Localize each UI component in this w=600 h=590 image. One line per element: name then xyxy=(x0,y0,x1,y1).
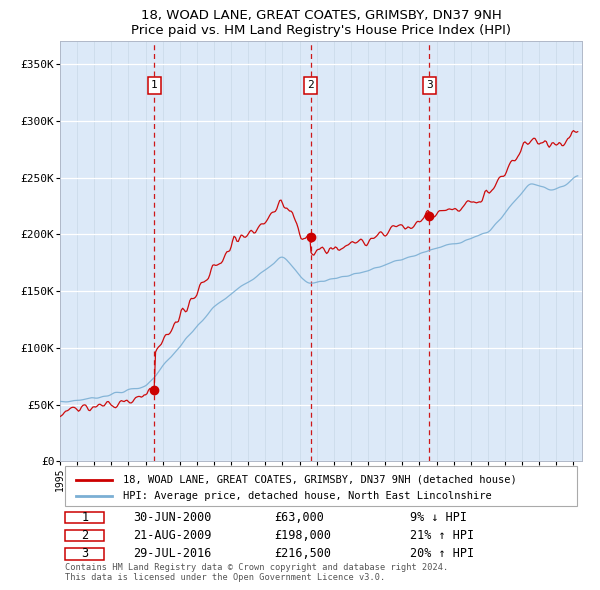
FancyBboxPatch shape xyxy=(65,512,104,523)
Text: 20% ↑ HPI: 20% ↑ HPI xyxy=(410,547,474,560)
Text: 3: 3 xyxy=(81,547,88,560)
FancyBboxPatch shape xyxy=(65,530,104,542)
Text: HPI: Average price, detached house, North East Lincolnshire: HPI: Average price, detached house, Nort… xyxy=(122,491,491,501)
Text: This data is licensed under the Open Government Licence v3.0.: This data is licensed under the Open Gov… xyxy=(65,572,385,582)
Text: 30-JUN-2000: 30-JUN-2000 xyxy=(133,511,211,524)
Text: 2: 2 xyxy=(307,80,314,90)
Text: 18, WOAD LANE, GREAT COATES, GRIMSBY, DN37 9NH (detached house): 18, WOAD LANE, GREAT COATES, GRIMSBY, DN… xyxy=(122,474,517,484)
Text: 9% ↓ HPI: 9% ↓ HPI xyxy=(410,511,467,524)
Text: £63,000: £63,000 xyxy=(274,511,324,524)
FancyBboxPatch shape xyxy=(65,548,104,559)
FancyBboxPatch shape xyxy=(65,466,577,506)
Text: Contains HM Land Registry data © Crown copyright and database right 2024.: Contains HM Land Registry data © Crown c… xyxy=(65,563,448,572)
Text: £198,000: £198,000 xyxy=(274,529,331,542)
Text: £216,500: £216,500 xyxy=(274,547,331,560)
Text: 1: 1 xyxy=(151,80,158,90)
Text: 21% ↑ HPI: 21% ↑ HPI xyxy=(410,529,474,542)
Text: 3: 3 xyxy=(426,80,433,90)
Text: 1: 1 xyxy=(81,511,88,524)
Title: 18, WOAD LANE, GREAT COATES, GRIMSBY, DN37 9NH
Price paid vs. HM Land Registry's: 18, WOAD LANE, GREAT COATES, GRIMSBY, DN… xyxy=(131,9,511,37)
Text: 21-AUG-2009: 21-AUG-2009 xyxy=(133,529,211,542)
Text: 2: 2 xyxy=(81,529,88,542)
Text: 29-JUL-2016: 29-JUL-2016 xyxy=(133,547,211,560)
